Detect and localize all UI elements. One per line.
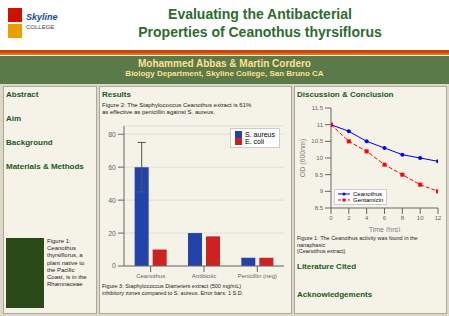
html-text:Figure 3: Staphylococcus Diame: Figure 3: Staphylococcus Diameters extra… bbox=[102, 283, 244, 296]
svg-text:8.5: 8.5 bbox=[315, 205, 324, 211]
html-text:Biology Department, Skyline Co: Biology Department, Skyline College, San… bbox=[125, 69, 324, 78]
svg-text:OD (600nm): OD (600nm) bbox=[299, 139, 307, 178]
html-text:Properties of Ceanothus thyrsi: Properties of Ceanothus thyrsiflorus bbox=[138, 23, 382, 40]
svg-text:4: 4 bbox=[365, 215, 369, 221]
svg-text:10: 10 bbox=[417, 215, 424, 221]
svg-text:60: 60 bbox=[108, 164, 116, 171]
svg-text:0: 0 bbox=[112, 262, 116, 269]
html-text:Evaluating the Antibacterial: Evaluating the Antibacterial bbox=[168, 6, 352, 22]
svg-text:9: 9 bbox=[320, 188, 324, 194]
html-text:Figure 2: The Staphylococcus C: Figure 2: The Staphylococcus Ceanothus e… bbox=[102, 102, 252, 116]
svg-text:Time (hrs): Time (hrs) bbox=[369, 226, 401, 232]
svg-text:2: 2 bbox=[347, 215, 351, 221]
svg-text:80: 80 bbox=[108, 131, 116, 138]
html-text:Mohammed Abbas & Martin Corder: Mohammed Abbas & Martin Cordero bbox=[138, 58, 311, 69]
html-text:Background: Background bbox=[6, 138, 53, 147]
html-text:Materials & Methods: Materials & Methods bbox=[6, 162, 84, 171]
svg-text:10.5: 10.5 bbox=[311, 138, 323, 144]
svg-text:20: 20 bbox=[108, 230, 116, 237]
html-text:Skyline: Skyline bbox=[26, 12, 58, 22]
svg-text:6: 6 bbox=[383, 215, 387, 221]
svg-text:Ceanothus: Ceanothus bbox=[136, 273, 165, 279]
html-text:Gentamicin: Gentamicin bbox=[353, 197, 384, 203]
svg-text:11: 11 bbox=[317, 122, 324, 128]
svg-text:12: 12 bbox=[435, 215, 441, 221]
html-text:E. coli: E. coli bbox=[245, 138, 265, 145]
html-text:COLLEGE: COLLEGE bbox=[26, 24, 55, 30]
svg-text:8: 8 bbox=[401, 215, 405, 221]
svg-text:11.5: 11.5 bbox=[312, 105, 324, 111]
svg-text:9.5: 9.5 bbox=[315, 172, 324, 178]
html-text:Literature Cited: Literature Cited bbox=[297, 262, 357, 271]
svg-text:0: 0 bbox=[329, 215, 333, 221]
html-text:Discussion & Conclusion: Discussion & Conclusion bbox=[297, 90, 394, 99]
html-text:Results: Results bbox=[102, 90, 131, 99]
html-text:S. aureus: S. aureus bbox=[245, 131, 275, 138]
svg-text:Antibiotic: Antibiotic bbox=[192, 273, 216, 279]
svg-text:40: 40 bbox=[108, 197, 116, 204]
svg-text:Penicillin (neg): Penicillin (neg) bbox=[238, 273, 277, 279]
html-text:Figure 1: The Ceanothus activi: Figure 1: The Ceanothus activity was fou… bbox=[297, 235, 418, 255]
html-text:Abstract: Abstract bbox=[6, 90, 39, 99]
html-text:Figure 1: Ceanothus thyrsiflor: Figure 1: Ceanothus thyrsiflorus, a plan… bbox=[47, 238, 87, 288]
html-text:Aim: Aim bbox=[6, 114, 22, 123]
html-text:Acknowledgements: Acknowledgements bbox=[297, 290, 373, 299]
svg-text:10: 10 bbox=[316, 155, 323, 161]
html-text:Ceanothus: Ceanothus bbox=[353, 191, 382, 197]
